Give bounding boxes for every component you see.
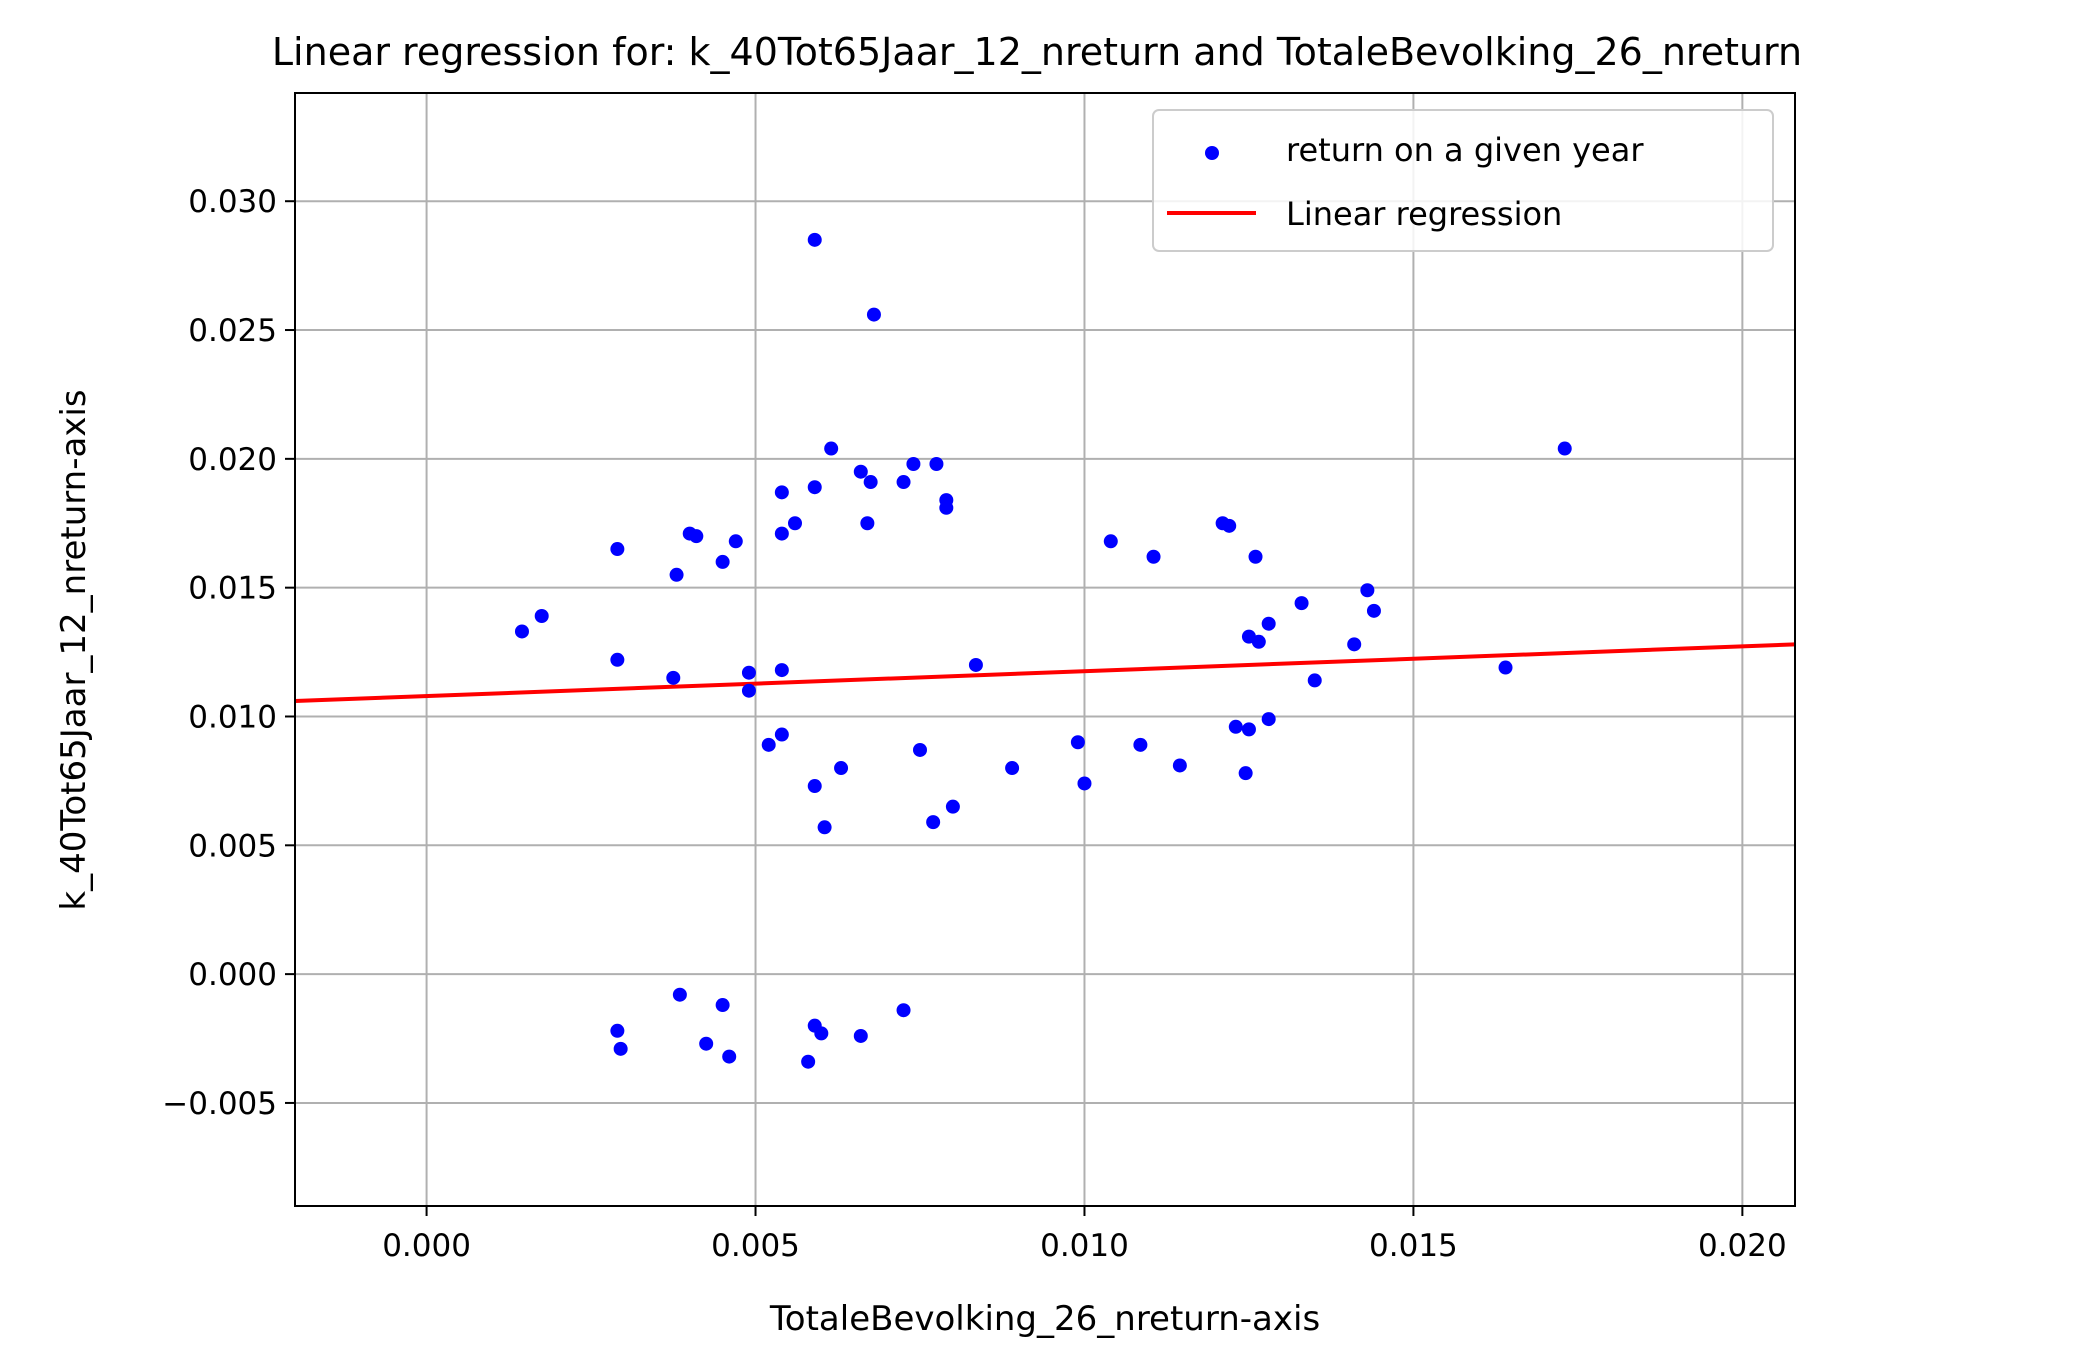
- legend-label-scatter: return on a given year: [1286, 131, 1644, 169]
- scatter-point: [613, 1041, 628, 1056]
- scatter-point: [853, 464, 868, 479]
- x-tick-label: 0.000: [382, 1228, 471, 1264]
- x-tick-label: 0.020: [1698, 1228, 1787, 1264]
- scatter-points-layer: [514, 232, 1572, 1069]
- scatter-point: [669, 567, 684, 582]
- scatter-point: [774, 727, 789, 742]
- scatter-point: [1498, 660, 1513, 675]
- scatter-point: [774, 663, 789, 678]
- scatter-point: [610, 542, 625, 557]
- scatter-point: [1222, 518, 1237, 533]
- y-tick-label: −0.005: [162, 1086, 277, 1122]
- scatter-point: [774, 485, 789, 500]
- scatter-point: [741, 665, 756, 680]
- scatter-point: [817, 820, 832, 835]
- legend-label-line: Linear regression: [1286, 195, 1562, 233]
- scatter-point: [514, 624, 529, 639]
- x-tick-label: 0.010: [1040, 1228, 1129, 1264]
- scatter-point: [1005, 761, 1020, 776]
- scatter-point: [666, 670, 681, 685]
- scatter-point: [761, 737, 776, 752]
- scatter-point: [939, 500, 954, 515]
- scatter-point: [1228, 719, 1243, 734]
- scatter-point: [722, 1049, 737, 1064]
- grid-lines: [295, 93, 1795, 1206]
- scatter-point: [1133, 737, 1148, 752]
- y-tick-label: 0.010: [188, 699, 277, 735]
- scatter-point: [1146, 549, 1161, 564]
- y-tick-label: 0.000: [188, 957, 277, 993]
- scatter-point: [926, 815, 941, 830]
- scatter-point: [534, 609, 549, 624]
- x-axis-label: TotaleBevolking_26_nreturn-axis: [769, 1299, 1320, 1339]
- x-tick-label: 0.005: [711, 1228, 800, 1264]
- scatter-point: [1172, 758, 1187, 773]
- scatter-point: [807, 232, 822, 247]
- scatter-point: [866, 307, 881, 322]
- y-tick-label: 0.030: [188, 184, 277, 220]
- scatter-point: [929, 457, 944, 471]
- scatter-point: [741, 683, 756, 698]
- y-tick-label: 0.005: [188, 828, 277, 864]
- y-tick-label: 0.015: [188, 571, 277, 607]
- scatter-point: [774, 526, 789, 541]
- chart-title: Linear regression for: k_40Tot65Jaar_12_…: [272, 30, 1802, 74]
- scatter-point: [913, 742, 927, 757]
- scatter-point: [945, 799, 960, 814]
- scatter-point: [1557, 441, 1572, 456]
- scatter-point: [1251, 634, 1266, 649]
- scatter-point: [1261, 712, 1276, 727]
- scatter-point: [610, 1023, 625, 1038]
- legend: return on a given year Linear regression: [1152, 109, 1774, 252]
- legend-box: [1152, 109, 1774, 252]
- scatter-point: [834, 761, 849, 776]
- scatter-point: [1070, 735, 1085, 750]
- legend-scatter-marker: [1205, 146, 1219, 160]
- scatter-point: [824, 441, 839, 456]
- axis-ticks: [285, 200, 1744, 1216]
- scatter-point: [807, 480, 822, 495]
- scatter-point: [699, 1036, 714, 1051]
- scatter-point: [814, 1026, 829, 1041]
- scatter-point: [860, 516, 875, 531]
- scatter-point: [672, 987, 687, 1002]
- scatter-point: [788, 516, 802, 531]
- scatter-point: [1103, 534, 1118, 549]
- scatter-point: [689, 529, 704, 544]
- scatter-point: [1347, 637, 1362, 652]
- scatter-point: [1261, 616, 1276, 631]
- regression-line-layer: [295, 642, 1795, 704]
- scatter-point: [1248, 549, 1263, 564]
- scatter-point: [1077, 776, 1092, 791]
- scatter-point: [715, 554, 730, 569]
- scatter-point: [728, 534, 743, 549]
- scatter-point: [807, 779, 822, 794]
- scatter-point: [801, 1054, 816, 1069]
- scatter-point: [715, 998, 730, 1013]
- y-axis-label: k_40Tot65Jaar_12_nreturn-axis: [54, 389, 94, 910]
- plot-frame: [294, 92, 1796, 1207]
- scatter-point: [1241, 722, 1256, 737]
- scatter-point: [896, 1003, 911, 1018]
- scatter-point: [896, 475, 911, 490]
- regression-line: [295, 642, 1795, 704]
- scatter-point: [1307, 673, 1322, 688]
- plot-area: [295, 232, 1795, 1069]
- scatter-point: [853, 1028, 868, 1043]
- scatter-point: [1360, 583, 1375, 598]
- scatter-point: [1294, 596, 1309, 611]
- scatter-point: [863, 475, 878, 490]
- scatter-point: [968, 657, 983, 672]
- scatter-point: [906, 457, 921, 471]
- scatter-point: [1238, 766, 1253, 781]
- x-tick-label: 0.015: [1369, 1228, 1458, 1264]
- scatter-point: [1366, 603, 1381, 618]
- y-tick-label: 0.025: [188, 313, 277, 349]
- scatter-point: [610, 652, 625, 667]
- y-tick-label: 0.020: [188, 442, 277, 478]
